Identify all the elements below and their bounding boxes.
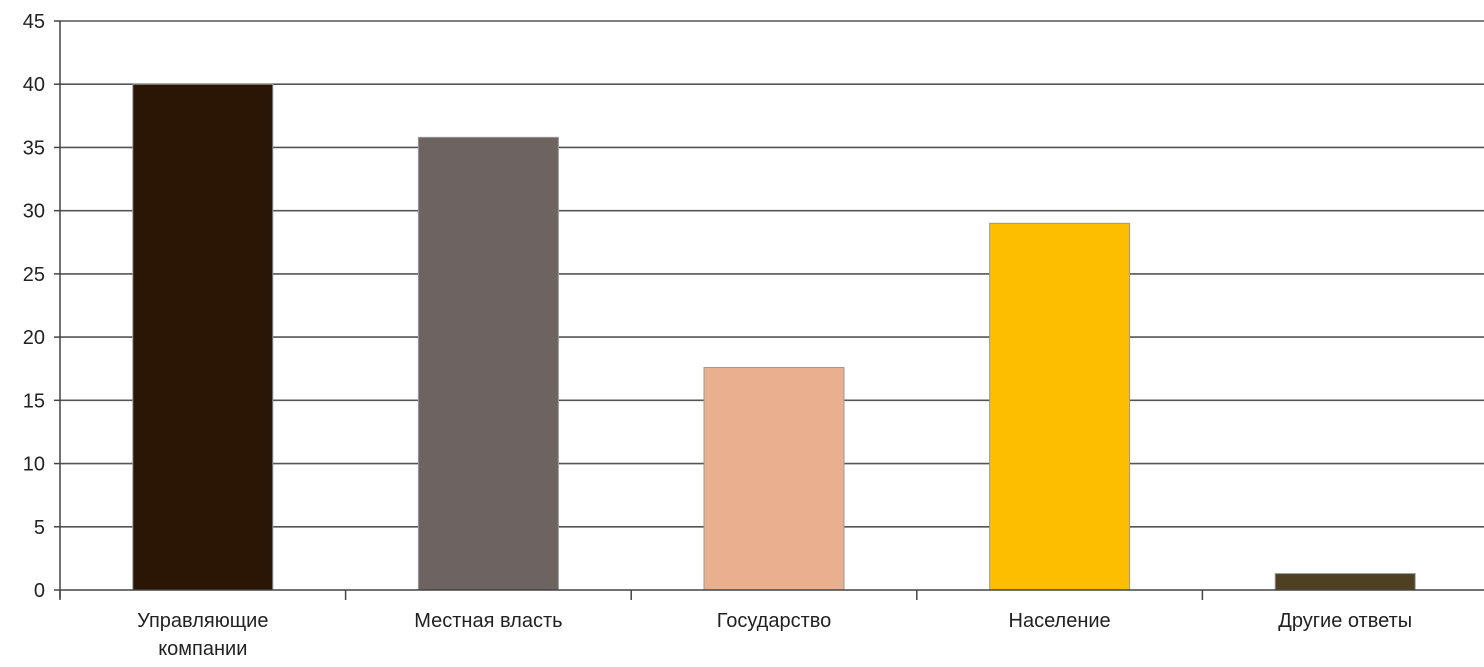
y-tick-label: 30 <box>23 201 45 223</box>
y-tick-labels: 0 5 10 15 20 25 30 35 40 45 <box>23 11 45 602</box>
axes <box>54 20 1484 600</box>
x-tick-label: Управляющие <box>137 610 268 632</box>
y-tick-label: 15 <box>23 390 45 412</box>
x-tick-label: Местная власть <box>414 610 562 632</box>
y-tick-label: 0 <box>34 580 45 602</box>
x-tick-label: Государство <box>717 610 832 632</box>
y-tick-label: 10 <box>23 454 45 476</box>
bar <box>989 222 1131 591</box>
y-tick-label: 20 <box>23 327 45 349</box>
bar <box>703 366 845 591</box>
gridlines <box>60 20 1484 528</box>
bar <box>417 136 559 591</box>
x-tick-label: компании <box>158 638 247 660</box>
y-tick-label: 25 <box>23 264 45 286</box>
bar <box>1274 573 1416 591</box>
y-tick-label: 40 <box>23 74 45 96</box>
bars <box>132 83 1416 591</box>
y-tick-label: 5 <box>34 517 45 539</box>
x-tick-labels: Управляющие компании Местная власть Государ… <box>137 610 1412 660</box>
x-tick-label: Другие ответы <box>1278 610 1412 632</box>
y-tick-label: 45 <box>23 11 45 33</box>
x-tick-label: Население <box>1009 610 1111 632</box>
bar <box>132 83 274 591</box>
y-tick-label: 35 <box>23 137 45 159</box>
